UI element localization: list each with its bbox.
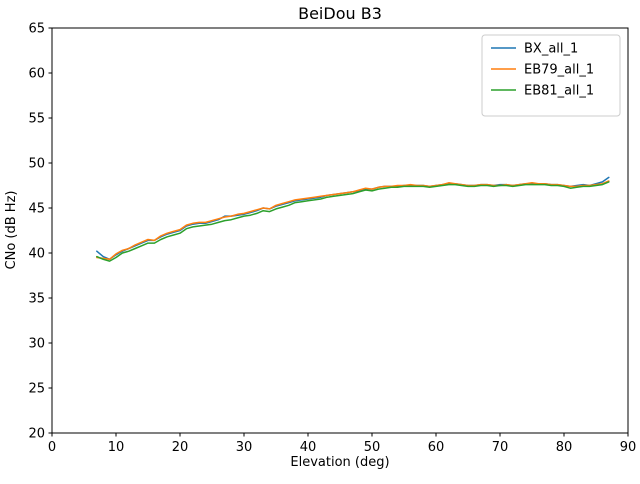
legend-frame <box>481 34 621 117</box>
x-tick-label: 80 <box>556 440 573 455</box>
x-tick-label: 60 <box>428 440 445 455</box>
legend-label-BX_all_1: BX_all_1 <box>524 42 578 57</box>
x-axis-label: Elevation (deg) <box>290 455 389 470</box>
x-tick-label: 90 <box>620 440 637 455</box>
x-tick-label: 10 <box>108 440 125 455</box>
y-tick-label: 65 <box>28 22 45 37</box>
y-tick-label: 30 <box>28 337 45 352</box>
x-tick-label: 30 <box>236 440 253 455</box>
chart-series-lines <box>96 176 610 262</box>
y-tick-label: 55 <box>28 112 45 127</box>
x-tick-label: 20 <box>172 440 189 455</box>
legend-label-EB81_all_1: EB81_all_1 <box>524 84 594 99</box>
y-tick-label: 45 <box>28 202 45 217</box>
x-tick-label: 50 <box>364 440 381 455</box>
y-tick-label: 40 <box>28 247 45 262</box>
x-axis-ticks: 0 10 20 30 40 50 60 70 80 90 <box>48 433 636 455</box>
x-tick-label: 70 <box>492 440 509 455</box>
y-axis-ticks: 20 25 30 35 40 45 50 55 60 65 <box>28 22 52 442</box>
chart-title: BeiDou B3 <box>298 4 382 23</box>
y-tick-label: 20 <box>28 427 45 442</box>
y-tick-label: 35 <box>28 292 45 307</box>
x-tick-label: 40 <box>300 440 317 455</box>
y-tick-label: 25 <box>28 382 45 397</box>
y-axis-label: CNo (dB Hz) <box>4 191 19 270</box>
x-tick-label: 0 <box>48 440 56 455</box>
legend-label-EB79_all_1: EB79_all_1 <box>524 63 594 78</box>
legend: BX_all_1 EB79_all_1 EB81_all_1 <box>481 34 621 117</box>
series-line-EB81_all_1 <box>96 181 610 262</box>
y-tick-label: 50 <box>28 157 45 172</box>
y-tick-label: 60 <box>28 67 45 82</box>
series-line-EB79_all_1 <box>96 180 610 261</box>
